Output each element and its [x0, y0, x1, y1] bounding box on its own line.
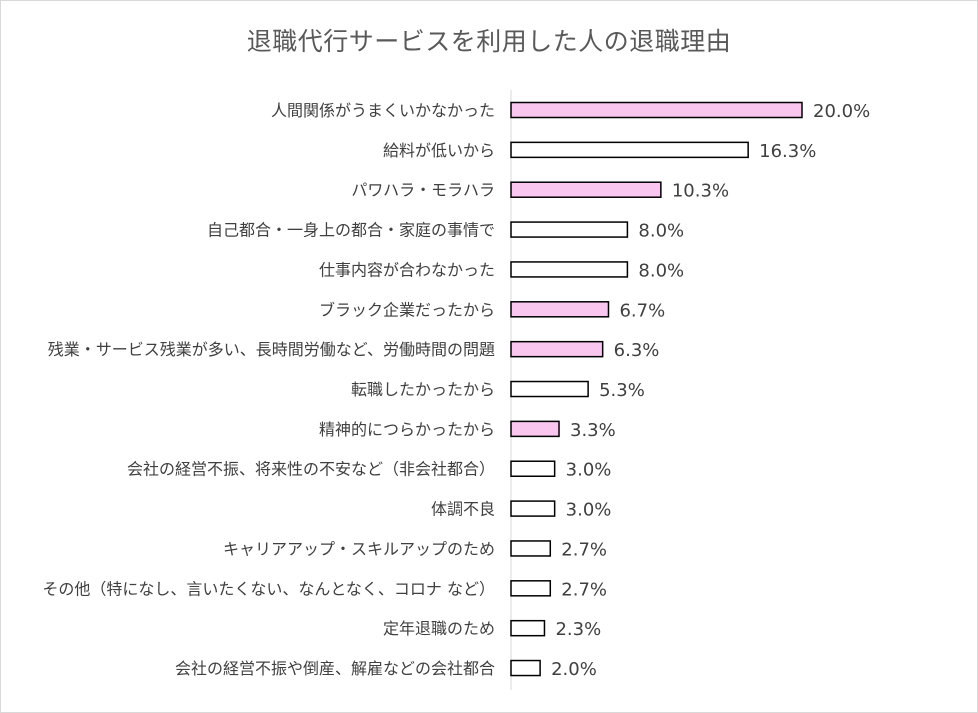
value-label: 8.0%	[638, 260, 684, 281]
value-label: 5.3%	[599, 380, 645, 401]
bar	[510, 380, 589, 398]
category-label: 会社の経営不振、将来性の不安など（非会社都合）	[127, 460, 495, 479]
value-label: 6.7%	[619, 300, 665, 321]
value-label: 2.7%	[561, 579, 607, 600]
bar	[510, 221, 629, 238]
category-label: 精神的につらかったから	[319, 420, 495, 439]
value-label: 2.3%	[555, 619, 601, 640]
category-label: キャリアアップ・スキルアップのため	[223, 539, 495, 558]
bar	[510, 261, 629, 278]
value-label: 3.0%	[566, 460, 612, 481]
category-label: 体調不良	[431, 500, 495, 519]
bar	[510, 181, 662, 198]
bar	[510, 460, 556, 477]
category-label: 自己都合・一身上の都合・家庭の事情で	[207, 221, 495, 240]
bar	[510, 101, 803, 119]
value-label: 20.0%	[813, 101, 870, 122]
chart-title: 退職代行サービスを利用した人の退職理由	[246, 27, 732, 56]
value-label: 3.0%	[566, 500, 612, 521]
bar	[510, 141, 749, 159]
category-label: 仕事内容が合わなかった	[319, 260, 495, 279]
bar	[510, 659, 541, 677]
value-label: 2.0%	[551, 659, 597, 680]
category-label: 給料が低いから	[383, 141, 495, 160]
bar	[510, 301, 610, 318]
category-label: 会社の経営不振や倒産、解雇などの会社都合	[175, 659, 495, 678]
value-label: 8.0%	[638, 221, 684, 242]
value-label: 3.3%	[570, 420, 616, 441]
category-label: 人間関係がうまくいかなかった	[271, 101, 495, 120]
bar	[510, 580, 552, 597]
value-label: 16.3%	[759, 141, 816, 162]
bar	[510, 420, 560, 438]
category-label: 定年退職のため	[383, 619, 495, 638]
bar	[510, 619, 546, 637]
value-label: 6.3%	[614, 340, 660, 361]
category-label: 残業・サービス残業が多い、長時間労働など、労働時間の問題	[48, 340, 495, 359]
bar	[510, 340, 604, 358]
value-label: 10.3%	[672, 181, 729, 202]
value-label: 2.7%	[561, 539, 607, 560]
category-label: その他（特になし、言いたくない、なんとなく、コロナ など）	[42, 579, 495, 598]
category-label: 転職したかったから	[351, 380, 495, 399]
category-label: パワハラ・モラハラ	[351, 181, 495, 200]
bar	[510, 540, 552, 557]
category-label: ブラック企業だったから	[319, 300, 495, 319]
bar	[510, 500, 556, 517]
